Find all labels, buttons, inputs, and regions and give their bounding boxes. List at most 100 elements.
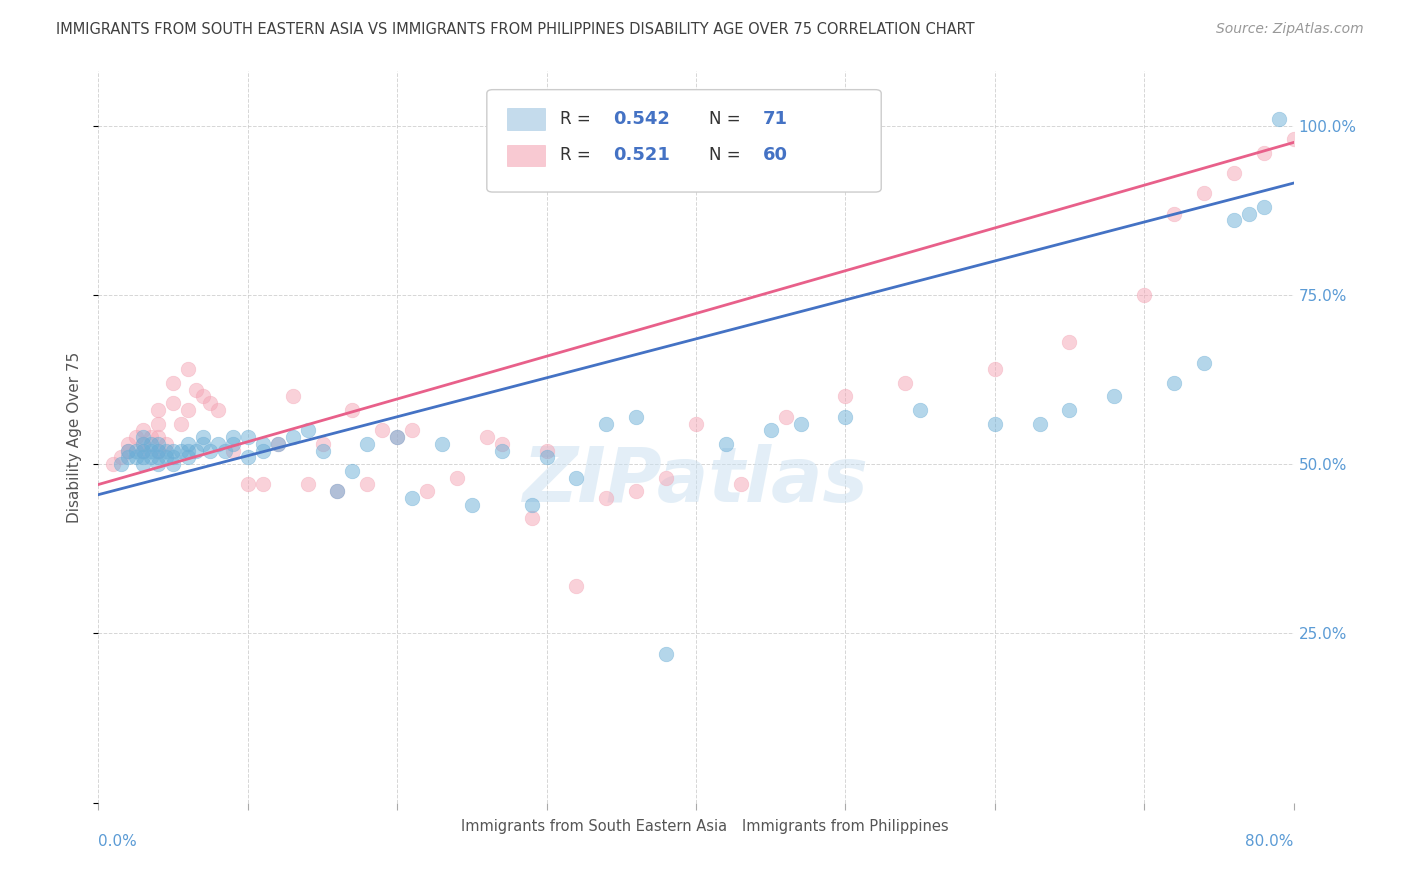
Point [110,450,132,465]
Point [401,423,423,437]
Point [297,477,319,491]
Point [1223,166,1246,180]
Point [416,484,439,499]
Point [177,443,200,458]
Point [385,430,409,444]
Point [191,437,214,451]
Point [1192,355,1215,369]
Point [252,443,274,458]
Point [148,457,170,471]
Text: Source: ZipAtlas.com: Source: ZipAtlas.com [1216,22,1364,37]
Point [1282,132,1305,146]
Point [1267,112,1289,126]
Point [162,376,184,390]
Point [1163,376,1185,390]
Point [297,423,319,437]
Point [132,423,155,437]
Text: 80.0%: 80.0% [1246,834,1294,849]
Point [214,443,236,458]
Point [222,437,245,451]
Point [177,403,200,417]
Text: 71: 71 [763,110,787,128]
Point [356,477,378,491]
Point [252,477,274,491]
Point [1253,145,1275,160]
Point [117,450,139,465]
Point [139,450,162,465]
Point [267,437,290,451]
Text: 0.542: 0.542 [613,110,671,128]
Point [139,437,162,451]
Point [169,443,191,458]
Point [789,417,811,431]
Point [326,484,349,499]
FancyBboxPatch shape [508,108,546,130]
Point [162,457,184,471]
Point [834,389,856,403]
Point [520,498,543,512]
Point [342,403,364,417]
Point [1059,403,1081,417]
Point [139,430,162,444]
Point [162,443,184,458]
Point [1104,389,1126,403]
Point [1028,417,1050,431]
Point [132,443,155,458]
Point [1192,186,1215,201]
Point [894,376,917,390]
Point [162,396,184,410]
Point [222,430,245,444]
Point [200,396,222,410]
Point [281,389,304,403]
Point [730,477,752,491]
Point [565,579,588,593]
Point [132,430,155,444]
Point [155,450,177,465]
Point [385,430,409,444]
Point [207,403,229,417]
Point [125,450,148,465]
Point [110,457,132,471]
Point [908,403,931,417]
Point [177,450,200,465]
Point [125,430,148,444]
Point [155,443,177,458]
Text: 0.521: 0.521 [613,146,671,164]
Point [184,443,207,458]
Point [536,443,558,458]
Point [371,423,394,437]
Point [252,437,274,451]
Point [595,417,617,431]
Point [148,403,170,417]
Point [356,437,378,451]
Point [1237,206,1260,220]
Text: 60: 60 [763,146,787,164]
Point [626,484,648,499]
Point [267,437,290,451]
Point [132,450,155,465]
Text: 0.0%: 0.0% [98,834,138,849]
FancyBboxPatch shape [486,90,882,192]
Point [475,430,498,444]
Point [775,409,797,424]
Text: ZIPatlas: ZIPatlas [523,444,869,518]
Point [148,417,170,431]
Point [401,491,423,505]
Point [148,437,170,451]
Point [103,457,125,471]
Point [685,417,707,431]
Point [125,443,148,458]
Point [236,477,259,491]
Point [491,437,513,451]
Point [326,484,349,499]
Point [1223,213,1246,227]
Point [236,450,259,465]
Point [184,383,207,397]
Point [1312,119,1334,133]
Point [430,437,453,451]
Point [1253,200,1275,214]
Point [1163,206,1185,220]
Point [626,409,648,424]
Text: R =: R = [560,110,596,128]
Text: IMMIGRANTS FROM SOUTH EASTERN ASIA VS IMMIGRANTS FROM PHILIPPINES DISABILITY AGE: IMMIGRANTS FROM SOUTH EASTERN ASIA VS IM… [56,22,974,37]
